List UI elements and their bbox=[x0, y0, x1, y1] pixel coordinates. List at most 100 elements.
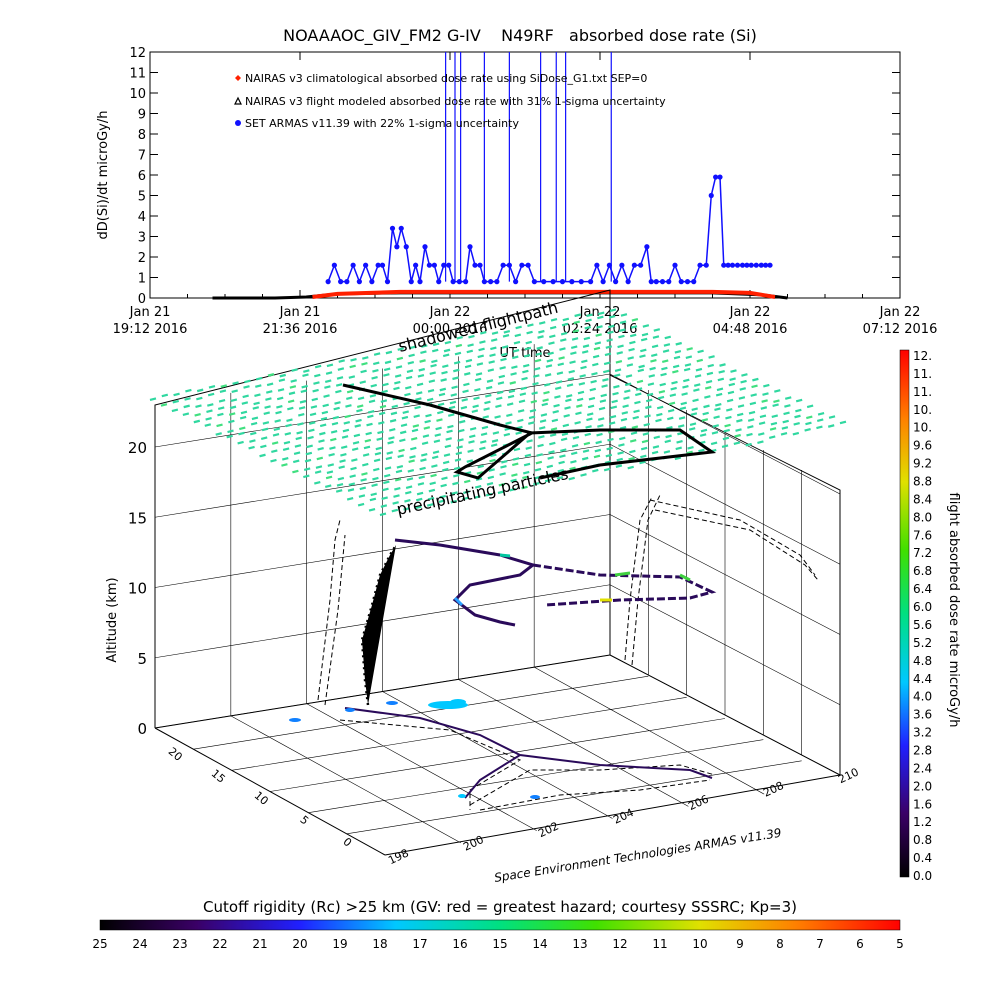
particle-mark bbox=[360, 369, 367, 374]
particle-mark bbox=[571, 443, 579, 448]
particle-mark bbox=[423, 426, 431, 430]
particle-mark bbox=[726, 398, 734, 403]
particle-mark bbox=[368, 507, 376, 512]
particle-mark bbox=[661, 359, 669, 363]
colorbar-tick-label: 0.8 bbox=[913, 833, 932, 847]
particle-mark bbox=[747, 418, 755, 422]
particle-mark bbox=[538, 426, 546, 430]
y-tick-label: 6 bbox=[138, 169, 146, 184]
particle-mark bbox=[637, 368, 645, 373]
data-point bbox=[588, 279, 594, 285]
legend-entry-nairas-climatological: NAIRAS v3 climatological absorbed dose r… bbox=[235, 72, 647, 85]
particle-mark bbox=[417, 482, 425, 486]
particle-mark bbox=[292, 469, 299, 474]
particle-mark bbox=[284, 432, 292, 436]
particle-mark bbox=[607, 330, 614, 335]
particle-mark bbox=[713, 415, 720, 419]
particle-mark bbox=[751, 384, 758, 389]
particle-mark bbox=[228, 419, 235, 424]
particle-mark bbox=[616, 457, 624, 462]
particle-mark bbox=[643, 422, 650, 427]
particle-mark bbox=[593, 346, 601, 351]
particle-mark bbox=[590, 379, 597, 384]
particle-mark bbox=[416, 491, 424, 496]
particle-mark bbox=[609, 415, 617, 419]
particle-mark bbox=[431, 464, 438, 468]
particle-mark bbox=[297, 422, 304, 426]
colorbar-tick-label: 0.4 bbox=[913, 851, 932, 865]
particle-mark bbox=[685, 355, 693, 359]
colorbar-tick-label: 4.4 bbox=[913, 672, 932, 686]
particle-mark bbox=[697, 349, 704, 354]
particle-mark bbox=[553, 403, 560, 408]
particle-mark bbox=[424, 419, 431, 424]
particle-mark bbox=[596, 325, 603, 329]
particle-mark bbox=[619, 320, 627, 324]
particle-mark bbox=[475, 372, 483, 376]
particle-mark bbox=[450, 499, 458, 504]
particle-mark bbox=[619, 328, 626, 333]
data-point bbox=[408, 279, 414, 285]
particle-mark bbox=[546, 464, 554, 469]
particle-mark bbox=[407, 468, 415, 473]
particle-mark bbox=[513, 447, 521, 452]
x-tick-label-date: Jan 22 bbox=[429, 305, 471, 320]
particle-mark bbox=[486, 482, 494, 486]
particle-mark bbox=[263, 411, 271, 416]
particle-mark bbox=[625, 374, 633, 378]
particle-mark bbox=[334, 401, 341, 405]
particle-mark bbox=[694, 374, 702, 378]
particle-mark bbox=[683, 378, 690, 383]
x-tick-label-time: 02:24 2016 bbox=[563, 322, 638, 337]
data-point bbox=[613, 279, 619, 285]
particle-mark bbox=[606, 338, 613, 343]
particle-mark bbox=[526, 439, 533, 443]
particle-mark bbox=[626, 363, 634, 367]
particle-mark bbox=[570, 451, 578, 456]
particle-mark bbox=[672, 369, 679, 374]
particle-mark bbox=[271, 441, 279, 445]
particle-mark bbox=[679, 406, 687, 411]
particle-mark bbox=[273, 427, 281, 432]
particle-mark bbox=[628, 456, 635, 461]
colorbar-ticks: 25 24 23 22 21 20 19 18 17 16 15 14 13 12 11 10 9 8 7 6 5 bbox=[92, 937, 903, 951]
particle-mark bbox=[741, 373, 748, 377]
particle-mark bbox=[511, 473, 518, 477]
particle-mark bbox=[552, 409, 559, 414]
x-tick-label-date: Jan 21 bbox=[129, 305, 171, 320]
particle-mark bbox=[371, 483, 378, 488]
data-point bbox=[541, 279, 547, 285]
particle-mark bbox=[652, 445, 660, 449]
particle-mark bbox=[530, 399, 538, 404]
particle-mark bbox=[540, 413, 548, 417]
particle-mark bbox=[630, 431, 638, 435]
particle-mark bbox=[463, 372, 471, 376]
particle-mark bbox=[477, 354, 484, 359]
particle-mark bbox=[458, 419, 466, 424]
data-point bbox=[398, 225, 404, 231]
particle-mark bbox=[771, 414, 779, 419]
particle-mark bbox=[517, 409, 525, 413]
particle-mark bbox=[359, 486, 367, 491]
particle-mark bbox=[204, 423, 212, 427]
colorbar-tick-label: 11. bbox=[913, 367, 932, 381]
particle-mark bbox=[499, 472, 506, 476]
particle-mark bbox=[627, 356, 634, 360]
particle-mark bbox=[491, 331, 499, 335]
particle-mark bbox=[377, 430, 384, 435]
particle-mark bbox=[599, 399, 607, 403]
particle-mark bbox=[686, 347, 693, 351]
particle-mark bbox=[806, 415, 813, 420]
particle-mark bbox=[430, 473, 437, 478]
particle-mark bbox=[351, 458, 358, 462]
particle-mark bbox=[249, 439, 256, 443]
particle-mark bbox=[522, 475, 529, 480]
particle-mark bbox=[267, 373, 275, 377]
particle-mark bbox=[538, 321, 546, 325]
particle-mark bbox=[727, 390, 735, 395]
particle-mark bbox=[568, 369, 575, 374]
particle-mark bbox=[629, 333, 637, 338]
particle-mark bbox=[342, 428, 350, 433]
data-point bbox=[331, 262, 337, 268]
particle-mark bbox=[692, 398, 699, 403]
